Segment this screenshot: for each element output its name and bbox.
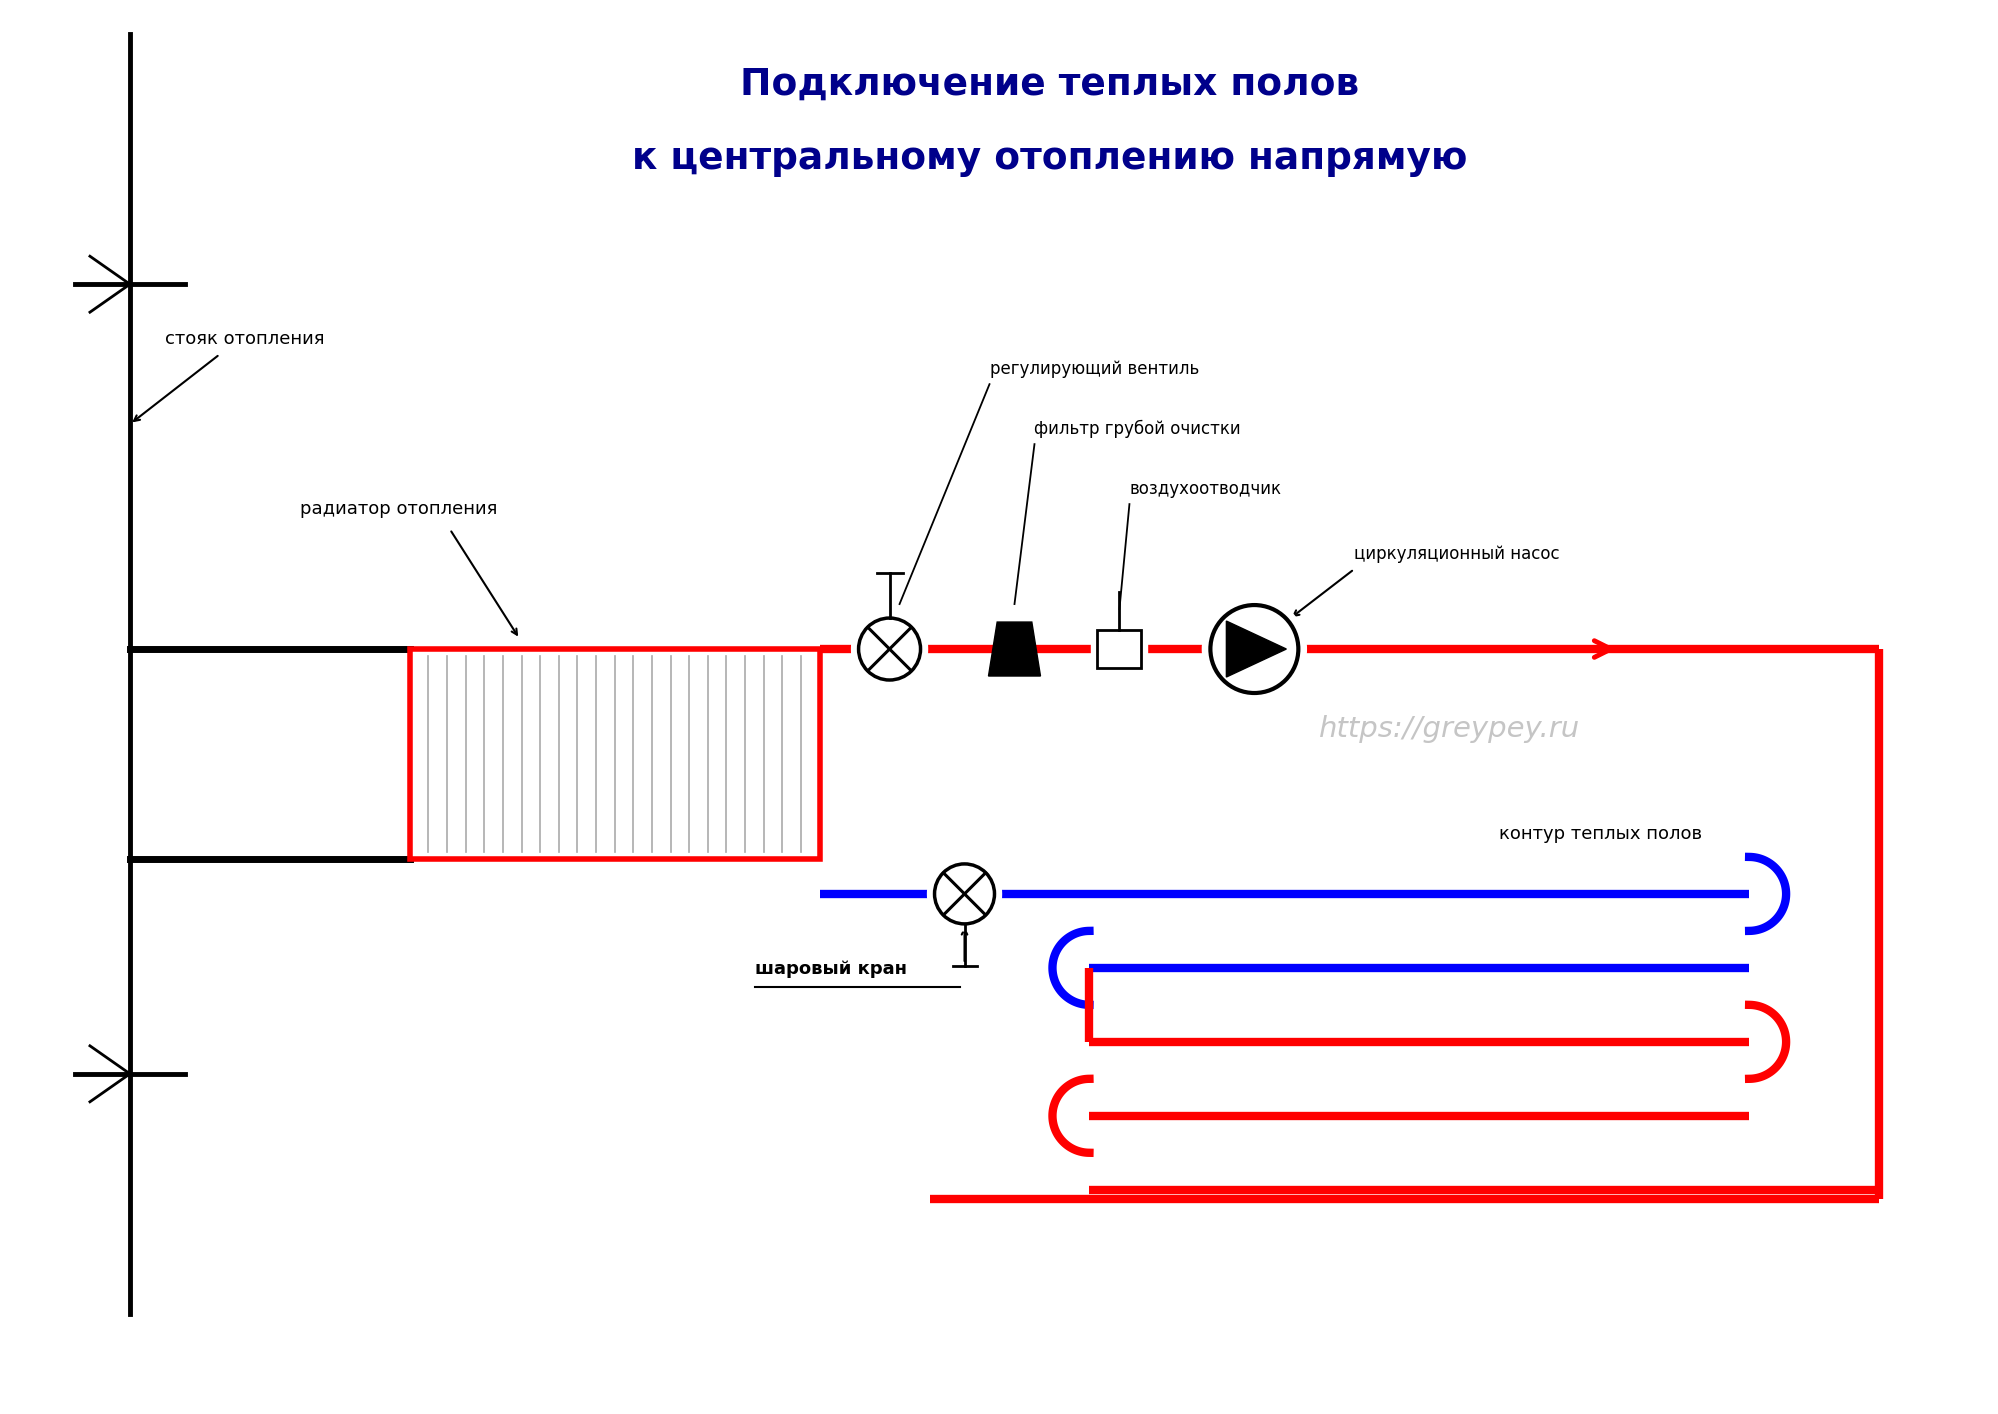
Bar: [1097, 631, 1141, 667]
Text: https://greypey.ru: https://greypey.ru: [1319, 715, 1578, 742]
Circle shape: [1203, 597, 1307, 701]
Bar: [1091, 624, 1147, 674]
Text: радиатор отопления: радиатор отопления: [300, 501, 498, 518]
Polygon shape: [1227, 621, 1287, 677]
Text: воздухоотводчик: воздухоотводчик: [1129, 481, 1281, 498]
Text: контур теплых полов: контур теплых полов: [1498, 824, 1702, 843]
Text: фильтр грубой очистки: фильтр грубой очистки: [1035, 420, 1241, 438]
Text: стояк отопления: стояк отопления: [164, 331, 324, 348]
Text: к центральному отоплению напрямую: к центральному отоплению напрямую: [631, 141, 1467, 177]
Circle shape: [1211, 605, 1299, 693]
Circle shape: [859, 618, 921, 680]
Text: Подключение теплых полов: Подключение теплых полов: [739, 66, 1359, 102]
Text: регулирующий вентиль: регулирующий вентиль: [989, 361, 1199, 378]
Text: циркуляционный насос: циркуляционный насос: [1355, 544, 1558, 563]
Circle shape: [935, 864, 995, 923]
Bar: [410, 649, 819, 858]
Circle shape: [927, 857, 1001, 930]
Polygon shape: [989, 622, 1041, 676]
Text: шаровый кран: шаровый кран: [755, 960, 907, 978]
Circle shape: [851, 611, 927, 687]
